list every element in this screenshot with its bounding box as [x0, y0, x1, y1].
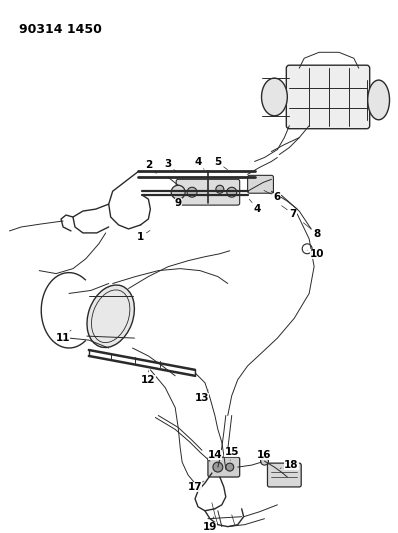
Text: 9: 9: [175, 198, 182, 208]
Circle shape: [227, 187, 237, 197]
FancyBboxPatch shape: [267, 463, 301, 487]
Text: 8: 8: [303, 223, 321, 239]
Text: 14: 14: [208, 450, 222, 463]
Circle shape: [261, 457, 269, 465]
FancyBboxPatch shape: [176, 179, 240, 205]
Text: 90314 1450: 90314 1450: [20, 22, 102, 36]
Text: 6: 6: [264, 190, 281, 202]
Text: 12: 12: [141, 370, 156, 385]
Circle shape: [213, 462, 223, 472]
Text: 17: 17: [188, 481, 204, 492]
Text: 1: 1: [137, 230, 150, 242]
Text: 18: 18: [280, 460, 298, 470]
FancyBboxPatch shape: [248, 175, 273, 193]
Text: 4: 4: [250, 199, 261, 214]
Text: 2: 2: [145, 160, 156, 173]
Circle shape: [302, 244, 312, 254]
Circle shape: [187, 187, 197, 197]
Text: 16: 16: [257, 450, 272, 460]
FancyBboxPatch shape: [286, 65, 370, 128]
Text: 10: 10: [307, 249, 324, 259]
Text: 7: 7: [282, 206, 297, 219]
Text: 3: 3: [165, 159, 176, 172]
Text: 13: 13: [195, 390, 209, 402]
FancyBboxPatch shape: [208, 457, 240, 477]
Ellipse shape: [368, 80, 390, 120]
Circle shape: [216, 185, 224, 193]
Text: 19: 19: [203, 516, 217, 531]
Circle shape: [226, 463, 234, 471]
Text: 5: 5: [214, 157, 228, 169]
Text: 15: 15: [224, 447, 239, 461]
Text: 4: 4: [194, 157, 204, 169]
Ellipse shape: [87, 285, 135, 348]
Circle shape: [171, 185, 185, 199]
Ellipse shape: [261, 78, 287, 116]
Text: 11: 11: [56, 330, 71, 343]
